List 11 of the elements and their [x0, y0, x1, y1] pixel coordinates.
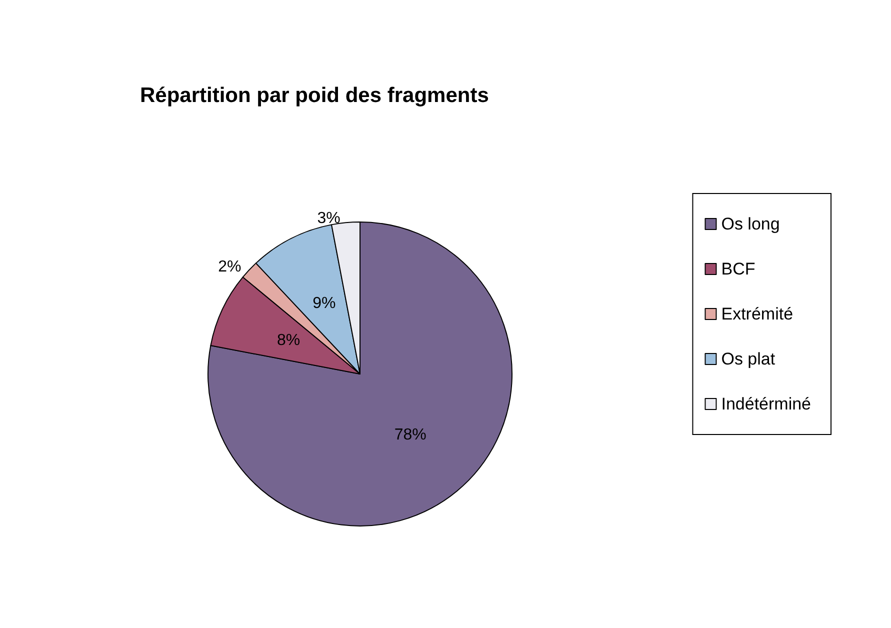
- chart-title: Répartition par poid des fragments: [140, 84, 489, 107]
- legend-label: Os plat: [721, 350, 776, 368]
- legend-label: Indétérminé: [721, 394, 812, 414]
- data-label: 3%: [317, 210, 340, 228]
- legend-label: Os long: [721, 214, 780, 234]
- legend-label: Extrémité: [721, 304, 794, 324]
- data-label: 9%: [312, 295, 336, 312]
- data-label: 2%: [218, 258, 242, 276]
- data-label: 78%: [394, 426, 426, 444]
- data-label: 8%: [276, 332, 300, 349]
- legend-label: BCF: [721, 260, 756, 278]
